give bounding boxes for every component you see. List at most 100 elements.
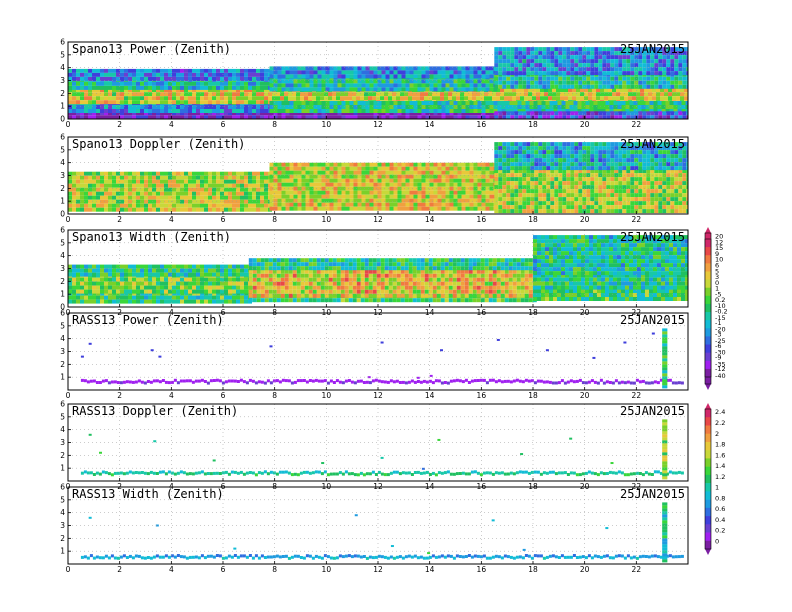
colorbar-label: 0.2 [715, 527, 725, 535]
x-tick-label: 8 [272, 215, 277, 224]
colorbar-arrow-bottom [705, 384, 711, 390]
y-tick-label: 5 [60, 238, 65, 247]
x-tick-label: 2 [117, 215, 122, 224]
y-tick-label: 3 [60, 76, 65, 85]
y-tick-label: 6 [60, 38, 65, 47]
colorbar-frame [704, 408, 712, 550]
colorbar-label: 5 [715, 267, 719, 275]
grid [68, 313, 688, 390]
colorbar-segment [705, 483, 711, 492]
x-tick-label: 16 [477, 565, 487, 574]
y-tick-label: 2 [60, 184, 65, 193]
data-point [233, 547, 237, 550]
y-tick-label: 6 [60, 226, 65, 235]
grid [68, 137, 688, 214]
data-point [491, 519, 495, 522]
data-point [569, 437, 573, 440]
data-point [390, 545, 394, 548]
colorbar-segment [705, 417, 711, 426]
colorbar-segment [705, 295, 711, 305]
x-tick-label: 14 [425, 565, 435, 574]
colorbar-segment [705, 532, 711, 542]
y-tick-label: 3 [60, 438, 65, 447]
colorbar-label: -9 [715, 353, 721, 361]
data-point [416, 376, 420, 379]
y-tick-label: 6 [60, 400, 65, 409]
colorbar-label: -3 [715, 330, 721, 338]
panel-date: 25JAN2015 [620, 313, 685, 327]
data-point [99, 451, 102, 454]
colorbar-label: 2 [715, 430, 719, 438]
data-layer [80, 328, 684, 389]
data-point [522, 548, 526, 551]
colorbar-arrow-top [705, 233, 711, 239]
panel-date: 25JAN2015 [620, 42, 685, 56]
panel-title: Spano13 Width (Zenith) [72, 230, 231, 244]
colorbar-segment [705, 450, 711, 459]
y-tick-label: 2 [60, 89, 65, 98]
colorbar-label: 1.2 [715, 473, 725, 481]
panel-title: RASS13 Width (Zenith) [72, 487, 224, 501]
heat-cell [533, 289, 688, 301]
colorbar-label: 1.6 [715, 451, 725, 459]
colorbar-label: -1 [715, 319, 721, 327]
x-tick-label: 4 [169, 120, 174, 129]
y-tick-label: 3 [60, 264, 65, 273]
grid [68, 487, 688, 564]
colorbar-3: 12 9 6 3 1 0.2 -0.2 -1 -3 -6 -9 -12 [704, 233, 728, 383]
data-point [605, 527, 609, 530]
data-layer [68, 47, 688, 119]
y-tick-label: 0 [60, 303, 65, 312]
y-tick-label: 1 [60, 197, 65, 206]
x-tick-label: 8 [272, 120, 277, 129]
x-tick-label: 6 [221, 215, 226, 224]
y-tick-label: 2 [60, 534, 65, 543]
y-tick-label: 4 [60, 63, 65, 72]
x-tick-label: 14 [425, 391, 435, 400]
colorbar-segment [705, 441, 711, 451]
data-point [520, 453, 524, 456]
x-tick-label: 18 [528, 391, 538, 400]
colorbar-segment [705, 458, 711, 467]
heat-cell [533, 235, 688, 276]
x-tick-label: 12 [373, 565, 383, 574]
x-tick-label: 0 [66, 215, 71, 224]
y-tick-label: 3 [60, 347, 65, 356]
data-layer [80, 419, 684, 480]
data-point [88, 516, 92, 519]
colorbar-segment [705, 491, 711, 500]
y-tick-label: 2 [60, 277, 65, 286]
x-tick-label: 14 [425, 215, 435, 224]
colorbar-label: 6 [715, 261, 719, 269]
colorbar-frame [704, 238, 712, 378]
panel-date: 25JAN2015 [620, 230, 685, 244]
colorbar-segment [705, 303, 711, 313]
colorbar-label: -0.2 [715, 307, 728, 315]
x-tick-label: 20 [580, 120, 590, 129]
colorbar-segment [705, 247, 711, 256]
colorbar-arrow-top [705, 403, 711, 409]
rass-band [80, 554, 684, 560]
panel-title: Spano13 Power (Zenith) [72, 42, 231, 56]
x-tick-label: 10 [322, 215, 332, 224]
colorbar-segment [705, 433, 711, 443]
x-tick-label: 14 [425, 120, 435, 129]
heat-cell [494, 142, 688, 171]
data-layer [68, 235, 688, 304]
colorbar-label: 0.2 [715, 296, 725, 304]
colorbar-label: -5 [715, 291, 721, 299]
colorbar-arrow-top [705, 227, 711, 233]
colorbar-segment [705, 474, 711, 484]
data-point [437, 438, 441, 441]
colorbar-label: 20 [715, 232, 723, 240]
x-tick-label: 16 [477, 391, 487, 400]
colorbar-label: -25 [715, 337, 726, 345]
heat-cell [68, 264, 252, 277]
colorbar-label: -40 [715, 372, 726, 380]
x-tick-label: 8 [272, 565, 277, 574]
data-point [421, 467, 425, 470]
panel-date: 25JAN2015 [620, 404, 685, 418]
